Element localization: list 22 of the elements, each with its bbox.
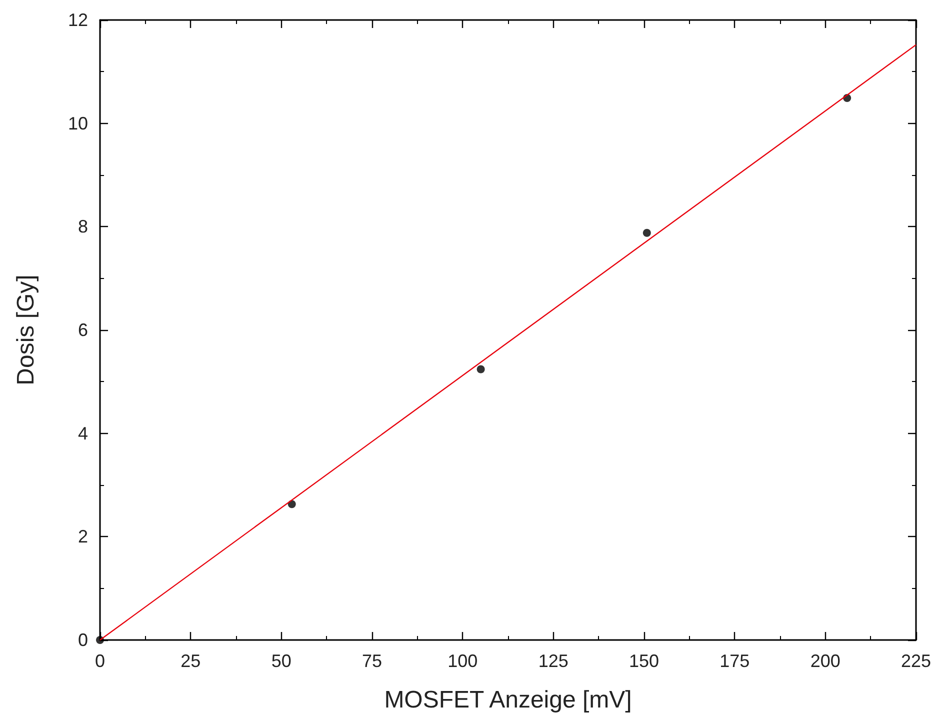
y-axis-title: Dosis [Gy] xyxy=(12,274,40,386)
x-tick-label: 125 xyxy=(538,651,568,671)
point xyxy=(476,365,485,374)
x-tick-label: 150 xyxy=(628,651,660,671)
x-tick-label: 50 xyxy=(271,651,292,671)
point xyxy=(642,228,651,237)
x-tick-label: 200 xyxy=(810,651,840,671)
y-tick-label: 12 xyxy=(68,10,88,30)
x-tick-label: 225 xyxy=(900,651,932,671)
y-tick-label: 2 xyxy=(78,526,88,547)
y-tick-label: 4 xyxy=(78,423,88,444)
x-tick-label: 25 xyxy=(180,651,201,671)
x-tick-label: 0 xyxy=(94,651,106,671)
x-tick-label: 75 xyxy=(362,651,382,671)
y-tick-label: 10 xyxy=(68,113,88,134)
y-tick-label: 6 xyxy=(78,320,88,340)
x-tick-label: 175 xyxy=(720,651,750,671)
x-tick-label: 100 xyxy=(448,651,478,671)
y-tick-label: 0 xyxy=(78,630,88,650)
point xyxy=(96,636,104,644)
x-axis-title: MOSFET Anzeige [mV] xyxy=(384,686,632,714)
y-tick-label: 8 xyxy=(78,216,88,237)
